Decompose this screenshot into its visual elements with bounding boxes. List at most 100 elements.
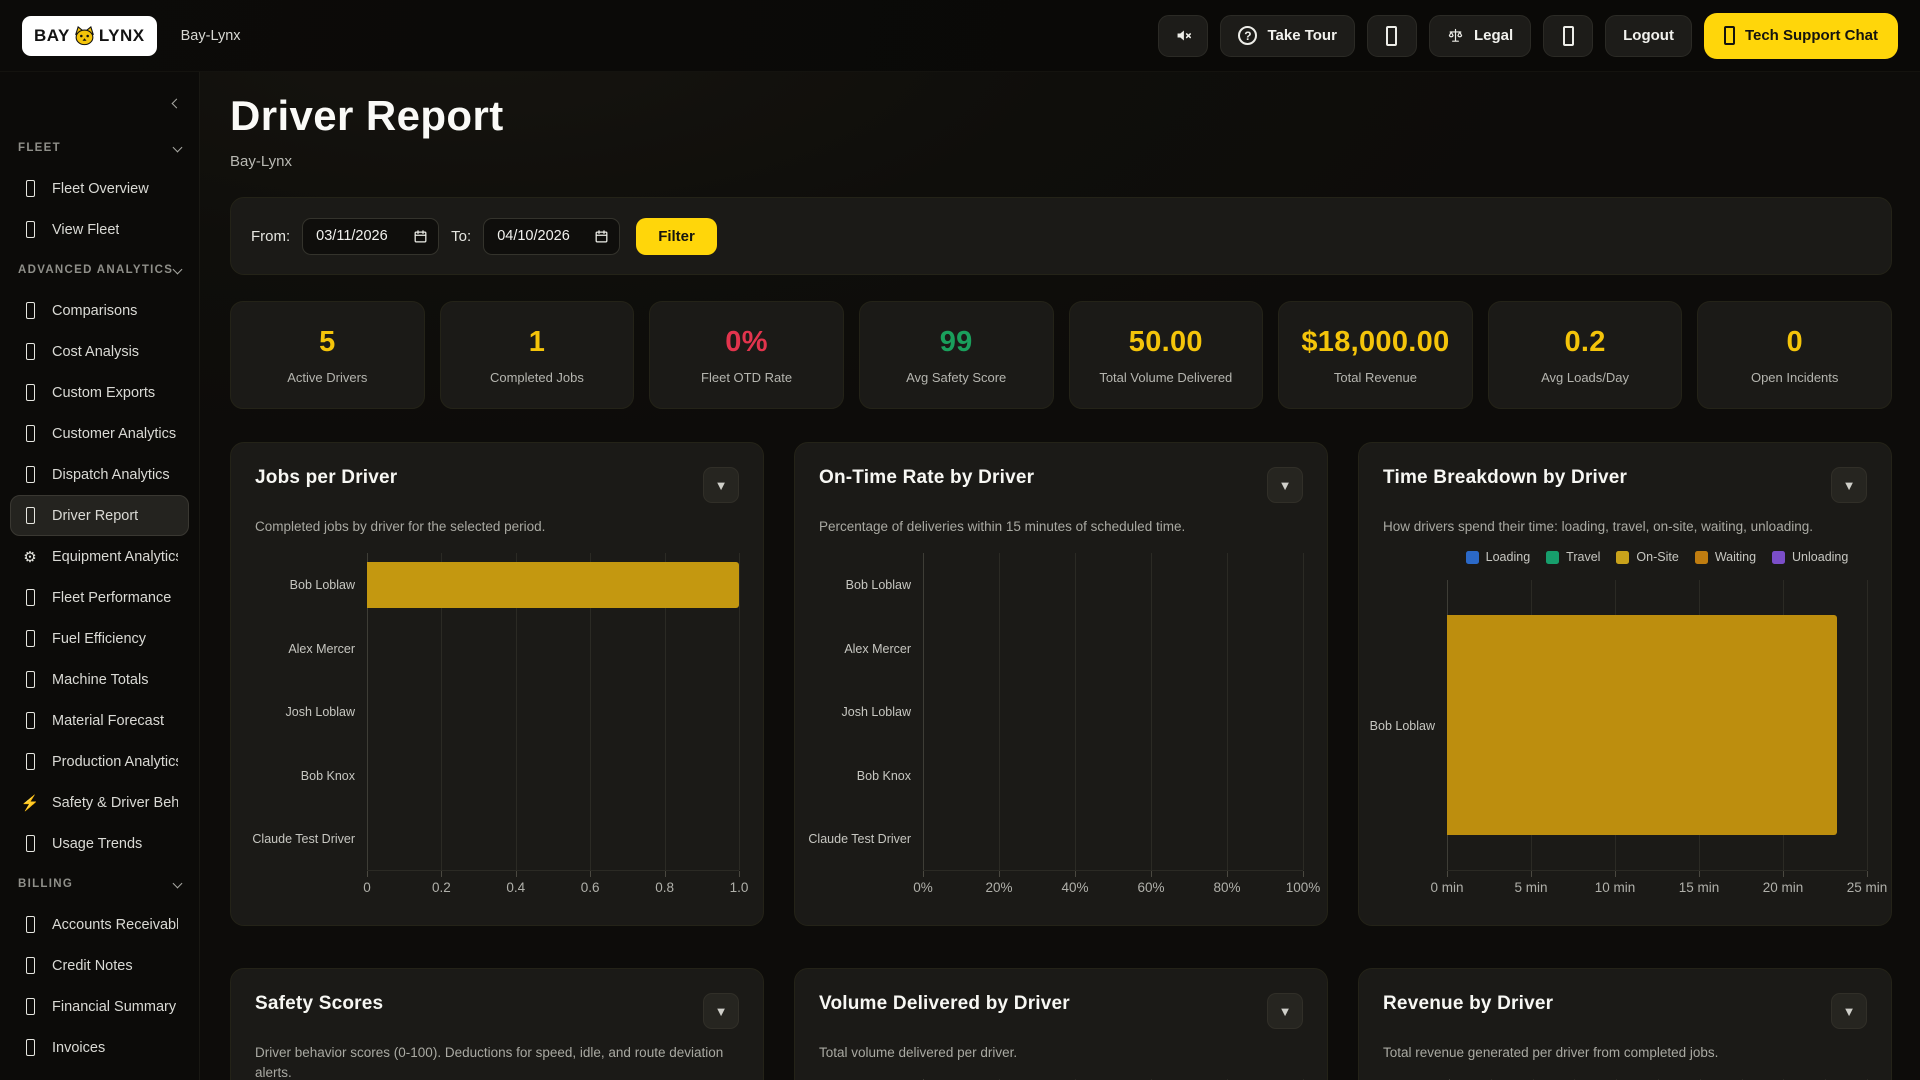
sidebar-item-driver-report[interactable]: Driver Report xyxy=(10,495,189,536)
chart-plot-area: Bob LoblawAlex MercerJosh LoblawBob Knox… xyxy=(819,553,1303,901)
sidebar-item-cost-analysis[interactable]: Cost Analysis xyxy=(10,331,189,372)
kpi-row: 5Active Drivers1Completed Jobs0%Fleet OT… xyxy=(230,301,1892,409)
chart-dropdown-button[interactable]: ▼ xyxy=(703,467,739,503)
kpi-label: Avg Safety Score xyxy=(906,370,1006,385)
sidebar-section-advanced-analytics[interactable]: ADVANCED ANALYTICS xyxy=(10,250,189,290)
filter-button[interactable]: Filter xyxy=(636,218,717,255)
sidebar-item-production-analytics[interactable]: Production Analytics xyxy=(10,741,189,782)
bar-row xyxy=(923,680,1303,743)
chart-subtitle: Total revenue generated per driver from … xyxy=(1383,1043,1867,1063)
sidebar-item-customer-analytics[interactable]: Customer Analytics xyxy=(10,413,189,454)
chart-card-revenue: Revenue by Driver ▼ Total revenue genera… xyxy=(1358,968,1892,1080)
bar-row xyxy=(923,617,1303,680)
sidebar-item-fleet-overview[interactable]: Fleet Overview xyxy=(10,168,189,209)
axis-tick xyxy=(1303,871,1304,877)
chart-dropdown-button[interactable]: ▼ xyxy=(1831,467,1867,503)
kpi-card-fleet-otd-rate: 0%Fleet OTD Rate xyxy=(649,301,844,409)
sidebar-item-label: Custom Exports xyxy=(52,385,155,401)
toolbar-icon-button-2[interactable] xyxy=(1543,15,1593,57)
bar-row xyxy=(367,680,739,743)
missing-glyph-icon xyxy=(26,507,35,524)
missing-glyph-icon xyxy=(1563,26,1574,46)
to-date-value: 04/10/2026 xyxy=(497,228,570,244)
kpi-label: Active Drivers xyxy=(287,370,367,385)
axis-tick-label: 0.2 xyxy=(432,880,451,895)
sidebar-item-material-costs[interactable]: ⚒Material Costs xyxy=(10,1068,189,1080)
legend-item-travel: Travel xyxy=(1546,550,1600,564)
sidebar: FLEETFleet Overview View Fleet ADVANCED AN… xyxy=(0,72,200,1080)
help-icon: ? xyxy=(1238,26,1257,45)
sidebar-item-label: Dispatch Analytics xyxy=(52,467,170,483)
kpi-value: 1 xyxy=(529,326,545,359)
app-name: Bay-Lynx xyxy=(181,28,241,44)
chart-title: On-Time Rate by Driver xyxy=(819,467,1034,489)
sidebar-item-material-forecast[interactable]: Material Forecast xyxy=(10,700,189,741)
sidebar-item-view-fleet[interactable]: View Fleet xyxy=(10,209,189,250)
missing-glyph-icon xyxy=(21,302,39,319)
missing-glyph-icon xyxy=(21,1039,39,1056)
legend-item-unloading: Unloading xyxy=(1772,550,1848,564)
legend-item-waiting: Waiting xyxy=(1695,550,1756,564)
tech-support-chat-button[interactable]: Tech Support Chat xyxy=(1704,13,1898,59)
axis-tick xyxy=(1151,871,1152,877)
sidebar-section-billing[interactable]: BILLING xyxy=(10,864,189,904)
page-subtitle: Bay-Lynx xyxy=(230,153,1892,170)
sidebar-item-fleet-performance[interactable]: Fleet Performance xyxy=(10,577,189,618)
axis-tick xyxy=(590,871,591,877)
calendar-icon[interactable] xyxy=(594,229,609,244)
logout-button[interactable]: Logout xyxy=(1605,15,1692,57)
chart-subtitle: Driver behavior scores (0-100). Deductio… xyxy=(255,1043,739,1080)
axis-tick-label: 0.4 xyxy=(506,880,525,895)
legend-label: Loading xyxy=(1486,550,1531,564)
chart-dropdown-button[interactable]: ▼ xyxy=(1831,993,1867,1029)
legal-button[interactable]: Legal xyxy=(1429,15,1531,57)
sidebar-item-safety-driver-beh[interactable]: ⚡Safety & Driver Beh... xyxy=(10,782,189,823)
missing-glyph-icon xyxy=(21,343,39,360)
dropdown-arrow-icon: ▼ xyxy=(1279,478,1292,493)
logout-label: Logout xyxy=(1623,27,1674,44)
kpi-label: Open Incidents xyxy=(1751,370,1838,385)
baylynx-logo[interactable]: BAY LYNX xyxy=(22,16,157,56)
chart-title: Time Breakdown by Driver xyxy=(1383,467,1627,489)
sidebar-item-comparisons[interactable]: Comparisons xyxy=(10,290,189,331)
toolbar-icon-button-1[interactable] xyxy=(1367,15,1417,57)
missing-glyph-icon xyxy=(26,384,35,401)
sidebar-item-machine-totals[interactable]: Machine Totals xyxy=(10,659,189,700)
sidebar-section-fleet[interactable]: FLEET xyxy=(10,128,189,168)
axis-tick-label: 100% xyxy=(1286,880,1321,895)
chart-dropdown-button[interactable]: ▼ xyxy=(703,993,739,1029)
sidebar-item-equipment-analytics[interactable]: ⚙Equipment Analytics xyxy=(10,536,189,577)
chart-subtitle: Completed jobs by driver for the selecte… xyxy=(255,517,739,537)
from-date-value: 03/11/2026 xyxy=(316,228,388,244)
chart-dropdown-button[interactable]: ▼ xyxy=(1267,993,1303,1029)
sidebar-item-custom-exports[interactable]: Custom Exports xyxy=(10,372,189,413)
from-date-input[interactable]: 03/11/2026 xyxy=(302,218,439,255)
sidebar-item-financial-summary[interactable]: Financial Summary xyxy=(10,986,189,1027)
sidebar-collapse-button[interactable] xyxy=(165,92,187,114)
axis-tick-label: 1.0 xyxy=(730,880,749,895)
sidebar-item-label: View Fleet xyxy=(52,222,119,238)
sidebar-item-invoices[interactable]: Invoices xyxy=(10,1027,189,1068)
sidebar-item-usage-trends[interactable]: Usage Trends xyxy=(10,823,189,864)
missing-glyph-icon xyxy=(26,835,35,852)
sidebar-item-dispatch-analytics[interactable]: Dispatch Analytics xyxy=(10,454,189,495)
to-date-input[interactable]: 04/10/2026 xyxy=(483,218,620,255)
missing-glyph-icon xyxy=(21,998,39,1015)
bar-row xyxy=(923,553,1303,616)
kpi-label: Completed Jobs xyxy=(490,370,584,385)
page-title: Driver Report xyxy=(230,92,1892,140)
chart-card-ontime-rate: On-Time Rate by Driver ▼ Percentage of d… xyxy=(794,442,1328,926)
missing-glyph-icon xyxy=(21,630,39,647)
sidebar-item-fuel-efficiency[interactable]: Fuel Efficiency xyxy=(10,618,189,659)
sidebar-item-credit-notes[interactable]: Credit Notes xyxy=(10,945,189,986)
take-tour-button[interactable]: ? Take Tour xyxy=(1220,15,1354,57)
axis-tick-label: 25 min xyxy=(1847,880,1888,895)
kpi-value: $18,000.00 xyxy=(1301,326,1449,359)
chart-dropdown-button[interactable]: ▼ xyxy=(1267,467,1303,503)
missing-glyph-icon xyxy=(21,957,39,974)
missing-glyph-icon xyxy=(21,712,39,729)
calendar-icon[interactable] xyxy=(413,229,428,244)
sidebar-item-accounts-receivable[interactable]: Accounts Receivable xyxy=(10,904,189,945)
mute-button[interactable] xyxy=(1158,15,1208,57)
logo-text-left: BAY xyxy=(34,26,70,46)
